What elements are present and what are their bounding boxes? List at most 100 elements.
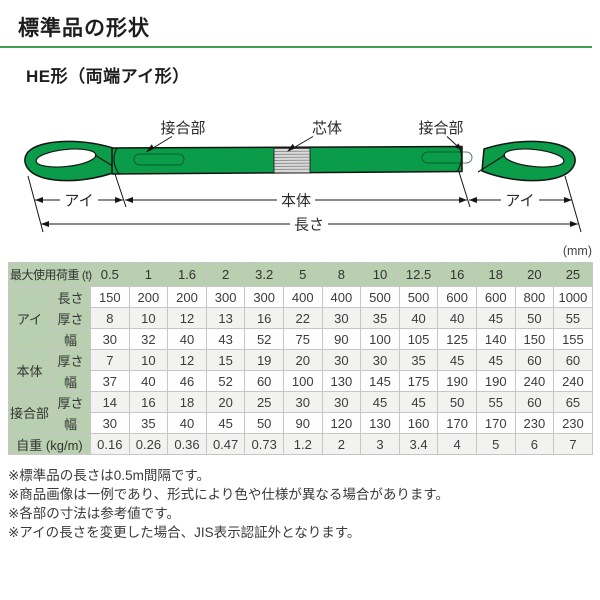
spec-table-body: アイ 長さ 150 200 200 300 300 400 400 500 500 600 600 800… <box>7 286 593 455</box>
table-cell: 600 <box>475 286 516 308</box>
table-cell: 52 <box>244 328 284 350</box>
table-cell: 190 <box>475 370 516 392</box>
eye-right-dim-label: アイ <box>505 193 534 210</box>
footnote-line: ※標準品の長さは0.5m間隔です。 <box>8 468 210 483</box>
table-cell: 125 <box>437 328 477 350</box>
left-joint-seam <box>113 147 120 175</box>
table-cell: 45 <box>398 391 439 413</box>
table-cell: 60 <box>244 370 284 392</box>
table-cell: 37 <box>90 370 130 392</box>
table-row: 本体 厚さ 7 10 12 15 19 20 30 30 35 45 45 60 60 <box>8 349 593 392</box>
table-cell: 230 <box>514 412 555 434</box>
title-underline <box>0 46 592 48</box>
sling-right-eye-hole <box>503 148 565 168</box>
left-joint-stitch <box>133 153 185 166</box>
table-cell: 105 <box>398 328 439 350</box>
table-cell: 400 <box>282 286 323 308</box>
row-sub-label: 幅 <box>49 328 92 350</box>
table-cell: 3.4 <box>398 433 439 455</box>
eye-left-dim-label: アイ <box>64 193 93 210</box>
table-cell: 45 <box>475 307 516 329</box>
table-cell: 12 <box>167 307 207 329</box>
col-header-capacity: 8 <box>321 262 362 287</box>
table-cell: 4 <box>437 433 477 455</box>
row-label-weight: 自重 (kg/m) <box>7 433 92 455</box>
table-cell: 25 <box>244 391 284 413</box>
table-cell: 0.16 <box>90 433 130 455</box>
table-cell: 45 <box>205 412 246 434</box>
col-header-capacity: 1 <box>128 262 169 287</box>
row-sub-label: 幅 <box>49 370 92 392</box>
row-group-label: 本体 <box>8 349 51 392</box>
table-cell: 30 <box>360 349 400 371</box>
table-cell: 120 <box>321 412 362 434</box>
table-cell: 145 <box>360 370 400 392</box>
table-cell: 22 <box>282 307 323 329</box>
table-cell: 65 <box>553 391 593 413</box>
table-cell: 30 <box>90 328 130 350</box>
table-cell: 20 <box>282 349 323 371</box>
table-cell: 300 <box>244 286 284 308</box>
table-cell: 300 <box>205 286 246 308</box>
table-cell: 50 <box>437 391 477 413</box>
table-cell: 40 <box>128 370 169 392</box>
table-row: 厚さ 8 10 12 13 16 22 30 35 40 40 45 50 55 <box>9 307 593 329</box>
table-cell: 240 <box>514 370 555 392</box>
table-cell: 3 <box>360 433 400 455</box>
table-cell: 140 <box>475 328 516 350</box>
table-cell: 45 <box>360 391 400 413</box>
table-cell: 45 <box>437 349 477 371</box>
product-type-heading: HE形（両端アイ形） <box>26 67 190 86</box>
table-cell: 0.73 <box>244 433 284 455</box>
footnote-line: ※アイの長さを変更した場合、JIS表示認証外となります。 <box>8 525 361 540</box>
spec-table: 最大使用荷重 (t) 0.5 1 1.6 2 3.2 5 8 10 12.5 16 18 20 25 アイ… <box>7 262 593 455</box>
table-cell: 7 <box>553 433 593 455</box>
table-cell: 35 <box>398 349 439 371</box>
table-cell: 130 <box>360 412 400 434</box>
col-header-capacity: 18 <box>475 262 516 287</box>
col-header-capacity: 25 <box>553 262 593 287</box>
footnote-line: ※各部の寸法は参考値です。 <box>8 506 180 521</box>
sling-left-eye-hole <box>35 148 97 168</box>
table-row: 接合部 厚さ 14 16 18 20 25 30 30 45 45 50 55 60 65 <box>8 391 593 434</box>
table-cell: 30 <box>321 349 362 371</box>
table-cell: 230 <box>553 412 593 434</box>
joint-left-label: 接合部 <box>160 120 205 137</box>
table-cell: 200 <box>167 286 207 308</box>
row-group-label: アイ <box>8 286 51 350</box>
table-cell: 10 <box>128 307 169 329</box>
table-cell: 50 <box>244 412 284 434</box>
sling-diagram: 接合部 芯体 接合部 <box>0 110 600 248</box>
table-cell: 32 <box>128 328 169 350</box>
col-header-capacity: 16 <box>437 262 477 287</box>
body-dim-label: 本体 <box>281 193 311 210</box>
extension-lines <box>27 171 582 233</box>
table-cell: 170 <box>475 412 516 434</box>
table-row: 幅 30 32 40 43 52 75 90 100 105 125 140 150 155 <box>9 328 593 350</box>
table-cell: 75 <box>282 328 323 350</box>
row-sub-label: 厚さ <box>49 307 92 329</box>
table-cell: 600 <box>437 286 477 308</box>
col-header-capacity: 3.2 <box>244 262 284 287</box>
col-header-capacity: 20 <box>514 262 555 287</box>
dimension-label-backgrounds <box>60 191 539 232</box>
table-row: 幅 30 35 40 45 50 90 120 130 160 170 170 230 230 <box>9 412 593 434</box>
table-cell: 6 <box>514 433 555 455</box>
table-cell: 40 <box>437 307 477 329</box>
table-cell: 175 <box>398 370 439 392</box>
table-cell: 150 <box>90 286 130 308</box>
table-cell: 18 <box>167 391 207 413</box>
table-cell: 400 <box>321 286 362 308</box>
table-cell: 0.47 <box>205 433 246 455</box>
table-cell: 40 <box>167 412 207 434</box>
table-cell: 500 <box>360 286 400 308</box>
table-cell: 190 <box>437 370 477 392</box>
table-cell: 800 <box>514 286 555 308</box>
table-cell: 200 <box>128 286 169 308</box>
col-header-capacity: 12.5 <box>398 262 439 287</box>
row-sub-label: 長さ <box>49 286 92 308</box>
sling-diagram-svg: 接合部 芯体 接合部 <box>24 120 582 234</box>
footnotes: ※標準品の長さは0.5m間隔です。 ※商品画像は一例であり、形式により色や仕様が異… <box>8 466 449 542</box>
table-cell: 100 <box>360 328 400 350</box>
